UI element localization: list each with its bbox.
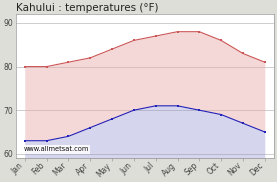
Text: www.allmetsat.com: www.allmetsat.com	[24, 146, 89, 152]
Text: Kahului : temperatures (°F): Kahului : temperatures (°F)	[16, 3, 158, 13]
